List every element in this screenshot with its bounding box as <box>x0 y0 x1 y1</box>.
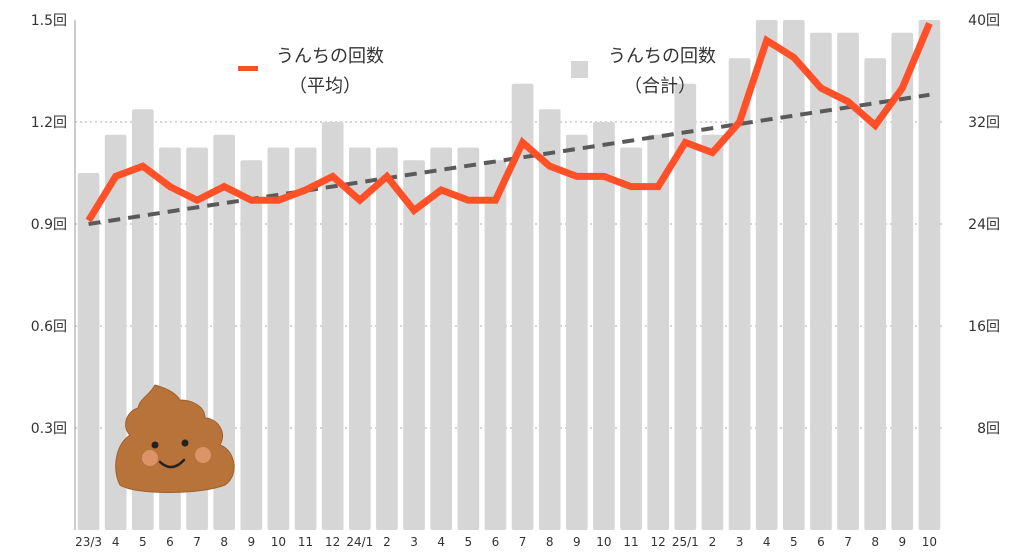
x-tick-label: 4 <box>437 535 445 549</box>
x-tick-label: 7 <box>193 535 201 549</box>
x-tick-label: 12 <box>325 535 340 549</box>
bar <box>511 83 534 530</box>
legend-bar-swatch <box>571 61 588 78</box>
x-tick-label: 10 <box>922 535 937 549</box>
poop-illustration <box>115 384 235 493</box>
bar <box>457 147 480 530</box>
right-tick-label: 24回 <box>968 217 1000 233</box>
x-tick-label: 3 <box>410 535 418 549</box>
bar <box>348 147 371 530</box>
left-tick-label: 1.2回 <box>31 115 67 131</box>
bar <box>538 109 561 530</box>
bar <box>810 32 832 530</box>
x-tick-label: 6 <box>166 535 174 549</box>
left-tick-label: 0.9回 <box>31 217 67 233</box>
average-line-path <box>85 22 933 223</box>
legend-bar-label-2: （合計） <box>624 76 696 97</box>
x-tick-label: 23/3 <box>75 535 102 549</box>
left-tick-label: 0.3回 <box>31 421 67 437</box>
bar <box>701 134 724 530</box>
bar <box>376 147 398 530</box>
x-tick-label: 2 <box>709 535 717 549</box>
x-tick-label: 6 <box>817 535 825 549</box>
average-line <box>85 22 933 223</box>
x-tick-label: 9 <box>247 535 255 549</box>
bar <box>864 58 887 530</box>
x-tick-label: 11 <box>623 535 638 549</box>
bar <box>891 32 914 530</box>
bar <box>104 134 127 530</box>
x-tick-label: 9 <box>573 535 581 549</box>
right-tick-label: 16回 <box>968 319 1000 335</box>
bar <box>484 160 507 530</box>
x-tick-label: 6 <box>492 535 500 549</box>
x-tick-label: 10 <box>271 535 286 549</box>
x-tick-label: 2 <box>383 535 391 549</box>
x-tick-label: 7 <box>519 535 527 549</box>
bars <box>77 20 941 530</box>
bar <box>267 147 290 530</box>
trendline-path <box>88 92 930 226</box>
bar <box>430 147 453 530</box>
x-tick-label: 25/1 <box>672 535 699 549</box>
left-tick-label: 1.5回 <box>31 13 67 29</box>
x-tick-label: 8 <box>546 535 554 549</box>
bar <box>77 173 100 530</box>
x-tick-label: 5 <box>790 535 798 549</box>
legend-bar-label-1: うんちの回数 <box>608 46 716 67</box>
bar <box>918 20 941 530</box>
legend-line-swatch <box>238 66 258 71</box>
x-tick-label: 10 <box>596 535 611 549</box>
x-tick-label: 8 <box>871 535 879 549</box>
x-tick-label: 11 <box>298 535 313 549</box>
x-tick-label: 12 <box>651 535 666 549</box>
x-tick-label: 4 <box>112 535 120 549</box>
x-tick-label: 5 <box>139 535 147 549</box>
bar <box>755 20 778 530</box>
legend-line-label-1: うんちの回数 <box>276 46 384 67</box>
bar <box>837 32 859 530</box>
left-tick-label: 0.6回 <box>31 319 67 335</box>
x-tick-label: 8 <box>220 535 228 549</box>
bar <box>620 147 642 530</box>
bar <box>728 58 751 530</box>
bar <box>565 134 588 530</box>
right-tick-label: 32回 <box>968 115 1000 131</box>
left-axis-ticks: 0.3回 0.6回 0.9回 1.2回 1.5回 <box>31 13 67 437</box>
x-axis-ticks: 23/3 4 5 6 7 8 9 10 11 12 24/1 2 3 4 5 6 7 8 9 10 11 12 25/1 2 3… <box>75 535 937 549</box>
bar <box>782 20 805 530</box>
right-tick-label: 40回 <box>968 13 1000 29</box>
bar <box>403 160 425 530</box>
x-tick-label: 9 <box>898 535 906 549</box>
trendline <box>88 92 930 226</box>
x-tick-label: 24/1 <box>346 535 373 549</box>
bar <box>674 83 697 530</box>
x-tick-label: 3 <box>736 535 744 549</box>
legend-line-label-2: （平均） <box>289 76 361 97</box>
x-tick-label: 5 <box>464 535 472 549</box>
x-tick-label: 4 <box>763 535 771 549</box>
bar <box>294 147 317 530</box>
bar <box>240 160 263 530</box>
right-axis-ticks: 8回 16回 24回 32回 40回 <box>968 13 1000 437</box>
right-tick-label: 8回 <box>977 421 1000 437</box>
bar <box>321 122 344 530</box>
bar <box>647 134 670 530</box>
legend: うんちの回数 （平均） うんちの回数 （合計） <box>238 46 716 97</box>
bar <box>593 122 615 530</box>
x-tick-label: 7 <box>844 535 852 549</box>
